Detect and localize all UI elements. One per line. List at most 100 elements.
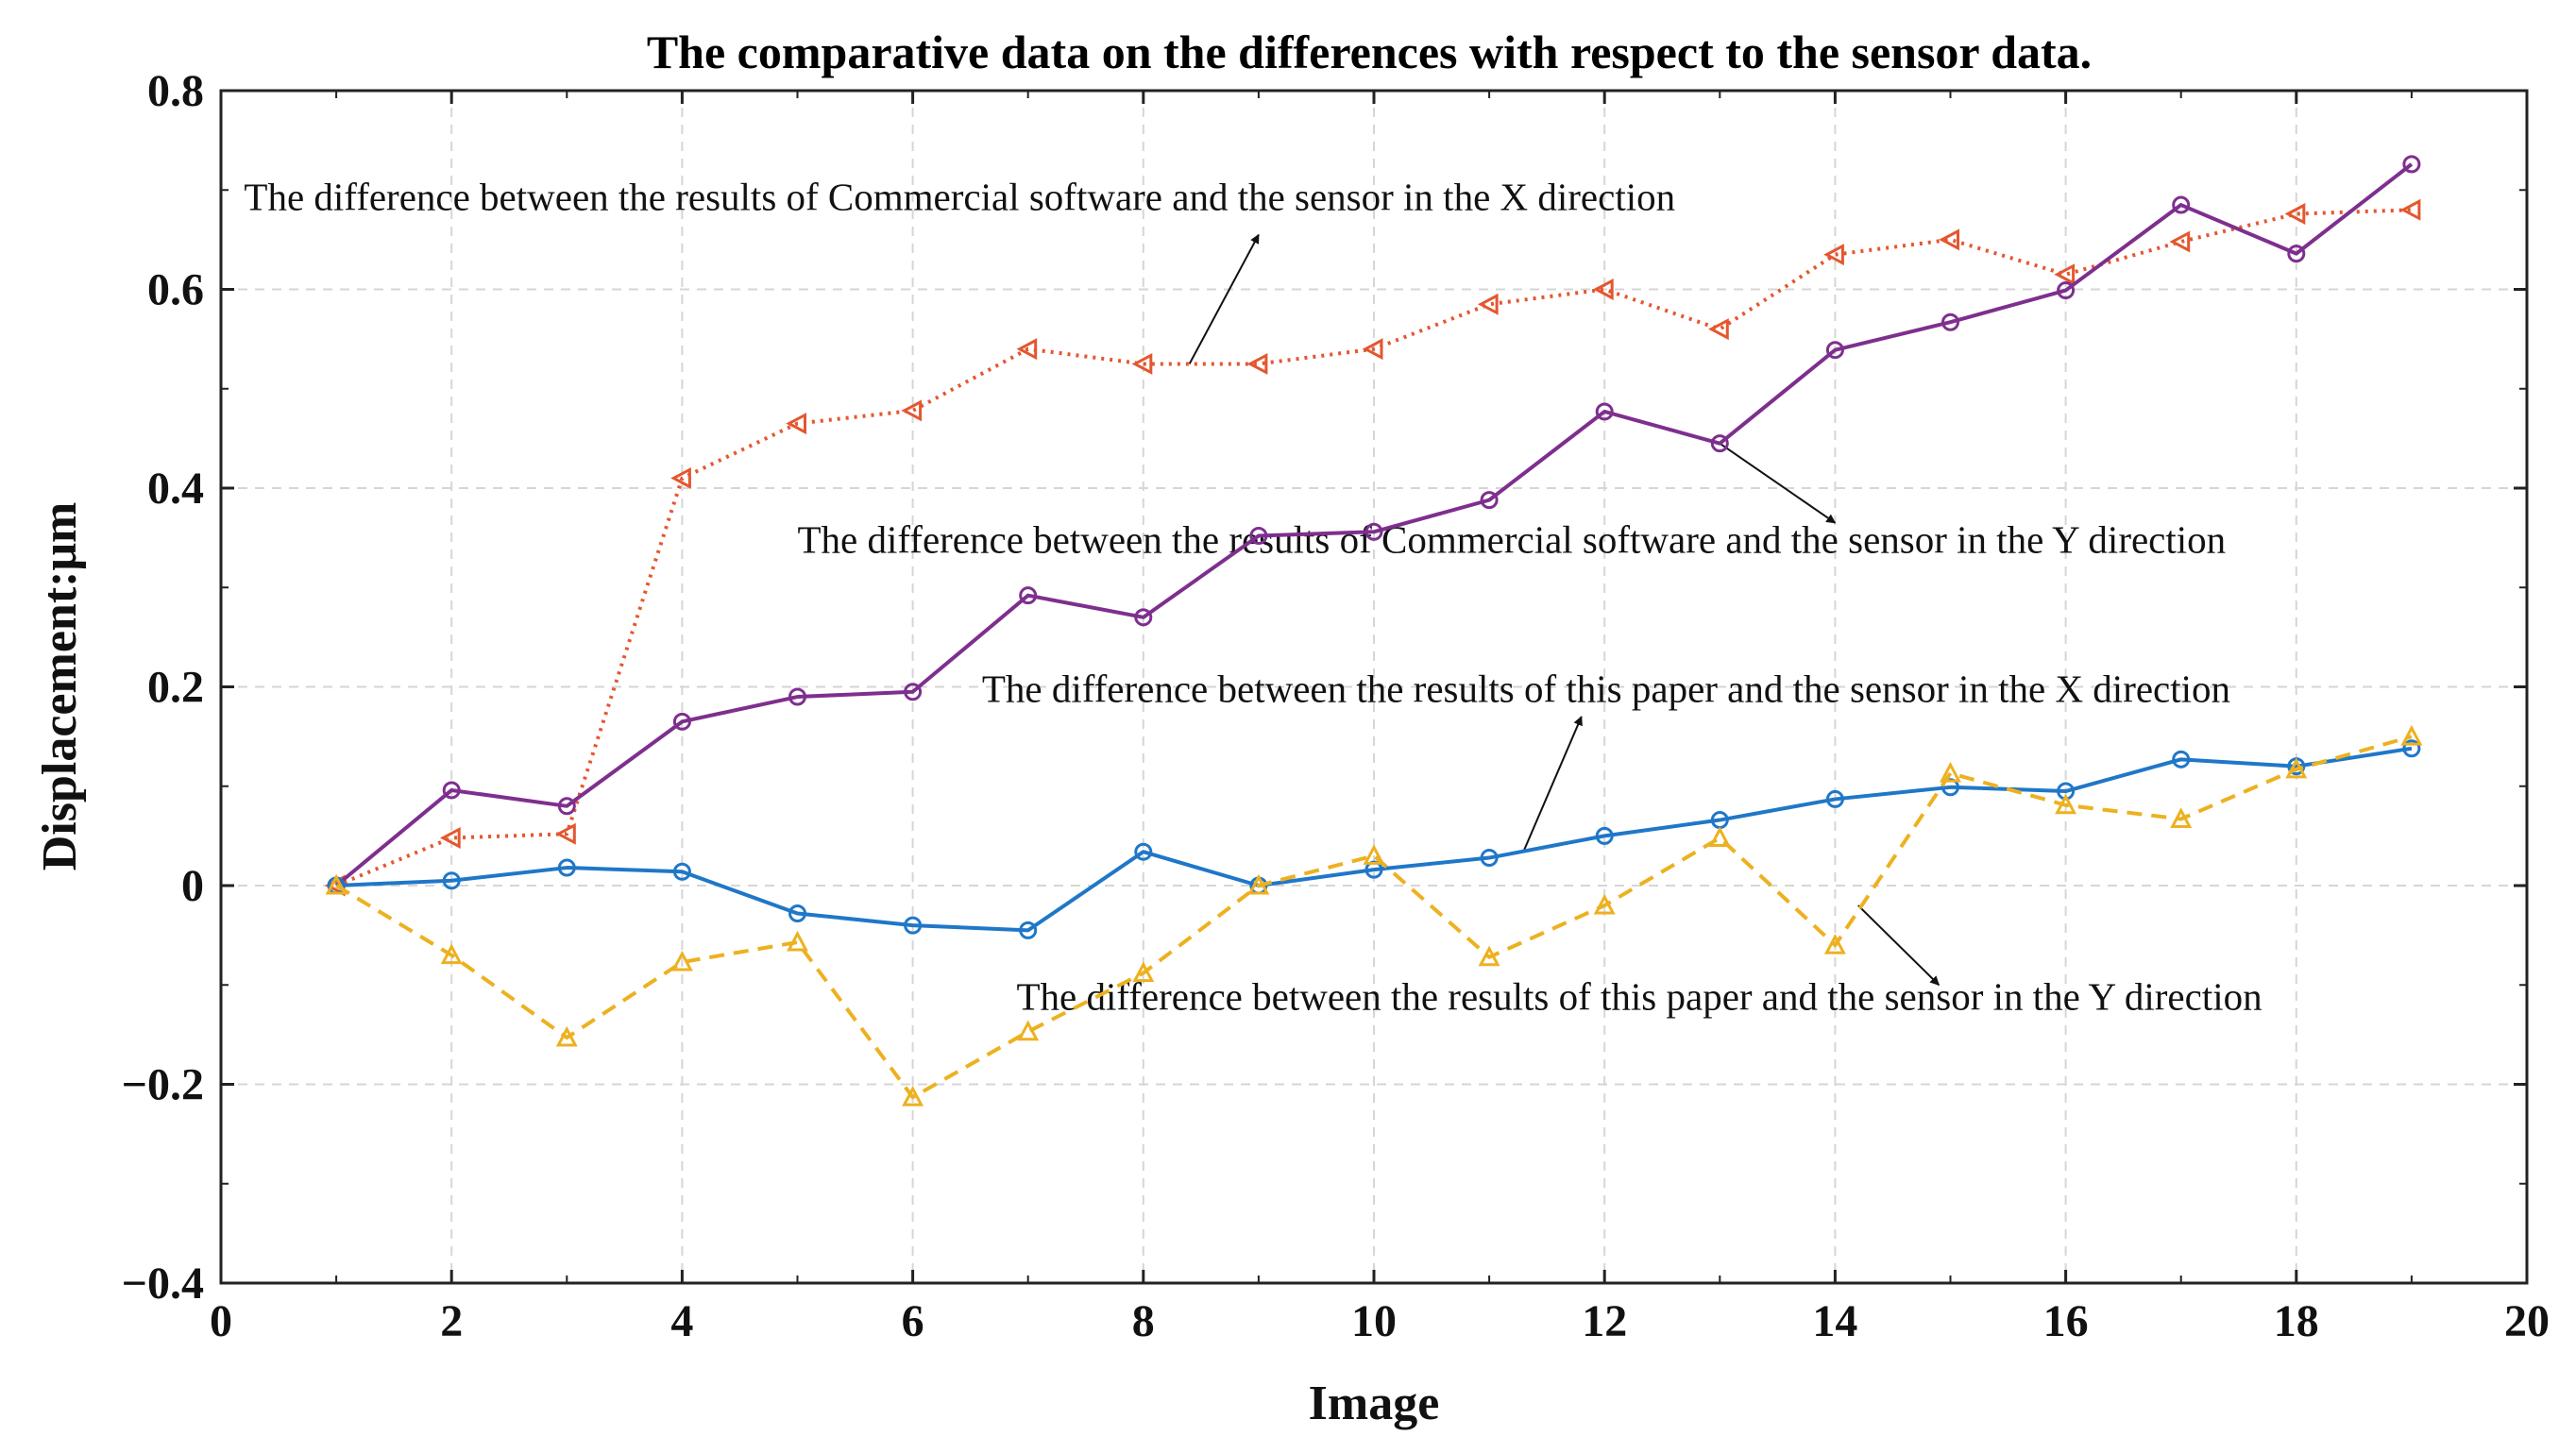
data-point [2284,203,2306,226]
data-point [555,1025,578,1047]
data-point [1247,873,1270,895]
data-point [788,904,806,922]
data-point [1477,293,1499,315]
y-tick-label: 0.2 [147,663,204,713]
x-tick-label: 12 [1582,1296,1627,1346]
data-point [670,950,693,971]
data-point [2055,793,2077,815]
data-point [1708,826,1731,847]
data-point [1017,1020,1040,1041]
annotation-text: The difference between the results of th… [982,667,2230,710]
data-point [1016,338,1038,361]
data-point [2172,750,2191,769]
grid [221,91,2527,1283]
data-point [788,687,806,706]
data-point [1019,586,1038,605]
series-1 [324,198,2421,897]
y-tick-label: 0 [181,861,204,911]
data-point [439,826,461,849]
data-point [2172,195,2191,214]
data-point [1363,844,1385,865]
data-point [1131,352,1153,375]
annotation-arrow [1522,716,1583,852]
data-point [557,797,576,816]
data-point [672,862,691,881]
data-point [1823,244,1844,266]
data-point [1480,491,1499,510]
data-point [787,930,808,952]
data-point [1132,961,1155,983]
data-point [1595,402,1614,421]
data-point [1134,608,1153,627]
data-point [901,399,923,422]
series-line [336,746,2413,933]
x-tick-label: 10 [1351,1296,1397,1346]
series-2 [327,155,2421,895]
data-point [904,916,923,935]
x-tick-label: 16 [2043,1296,2089,1346]
annotations: The difference between the results of Co… [244,175,2262,1018]
data-point [1825,789,1844,808]
series-line [335,735,2413,1100]
x-tick-label: 4 [670,1296,693,1346]
series-line [334,162,2414,887]
annotation-text: The difference between the results of Co… [244,175,1675,218]
data-point [440,943,463,965]
x-tick-label: 18 [2274,1296,2319,1346]
data-point [1939,228,1959,251]
data-point [2054,263,2076,286]
data-point [442,871,461,890]
data-point [557,858,576,877]
y-tick-label: −0.2 [122,1060,204,1110]
data-point [1478,945,1500,967]
data-point [1708,318,1729,341]
data-point [1364,522,1383,541]
annotation-arrow [1857,904,1940,986]
y-tick-label: 0.4 [147,464,204,514]
y-axis-label: Displacement:μm [33,502,87,871]
series-layer [324,155,2423,1107]
data-point [1246,352,1268,375]
x-tick-label: 14 [1812,1296,1857,1346]
data-point [1595,826,1614,845]
series-4 [325,724,2423,1107]
axis-ticks: 0 2 4 6 8 10 12 14 16 18 20 −0.4 −0.2 0 0.2 0.4 0.6 0.8 [122,66,2550,1346]
y-tick-label: −0.4 [122,1259,204,1309]
data-point [904,683,923,701]
data-point [1823,933,1846,955]
data-point [1019,921,1038,939]
x-tick-label: 0 [210,1296,232,1346]
data-point [1710,434,1729,453]
data-point [1480,849,1499,868]
data-point [1593,893,1616,915]
data-point [2285,757,2308,779]
data-point [2400,724,2423,746]
data-point [555,822,576,845]
x-tick-label: 2 [440,1296,463,1346]
data-point [2057,281,2076,300]
y-tick-label: 0.8 [147,66,204,116]
annotation-text: The difference between the results of Co… [798,517,2227,561]
data-point [902,1085,924,1107]
data-point [786,413,806,435]
data-point [1134,842,1153,861]
series-line [335,208,2412,887]
data-point [670,466,691,489]
data-point [2399,198,2421,221]
x-axis-label: Image [1309,1377,1440,1430]
y-tick-label: 0.6 [147,265,204,315]
x-tick-label: 8 [1132,1296,1155,1346]
chart-title: The comparative data on the differences … [647,25,2092,78]
data-point [672,712,691,731]
data-point [2402,155,2421,174]
data-point [325,873,347,895]
data-point [2402,739,2421,758]
data-point [1825,341,1844,360]
data-point [2170,807,2193,828]
annotation-arrow [1188,233,1260,364]
data-point [2287,245,2306,263]
data-point [1249,527,1268,546]
annotation-text: The difference between the results of th… [1016,975,2262,1019]
